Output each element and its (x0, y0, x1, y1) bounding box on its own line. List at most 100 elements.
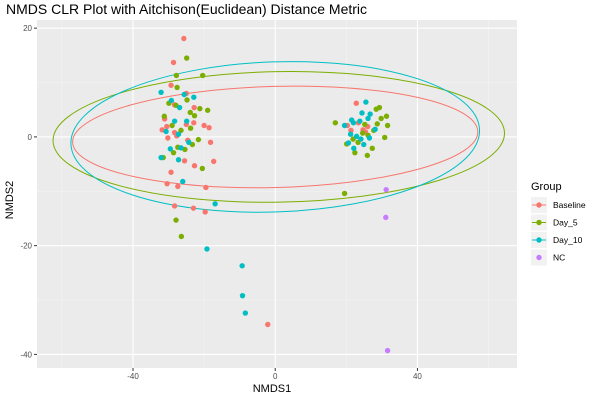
point-day-10 (372, 126, 378, 132)
point-day-5 (383, 113, 390, 119)
point-baseline (191, 104, 197, 111)
point-day-10 (180, 178, 186, 185)
point-day-10 (348, 117, 355, 123)
point-day-10 (204, 246, 210, 252)
point-day-10 (363, 99, 369, 105)
y-tick-label: -20 (20, 242, 32, 251)
legend-dot-day-5 (536, 219, 542, 226)
point-day-5 (199, 72, 206, 79)
point-day-10 (168, 97, 175, 104)
point-day-5 (178, 233, 185, 240)
data-points (158, 35, 391, 354)
point-nc (384, 347, 391, 354)
point-day-10 (158, 89, 164, 96)
point-baseline (207, 139, 214, 146)
point-day-10 (353, 133, 360, 140)
point-day-10 (183, 118, 190, 124)
y-tick-label: 0 (28, 133, 33, 142)
point-day-10 (175, 157, 182, 163)
y-tick-label: -40 (20, 350, 32, 359)
point-day-5 (178, 127, 184, 134)
legend-label-nc: NC (553, 253, 565, 263)
point-day-5 (184, 97, 190, 103)
point-day-10 (212, 201, 218, 207)
point-day-10 (176, 104, 183, 111)
point-day-10 (191, 94, 197, 100)
point-day-10 (358, 136, 364, 142)
point-nc (383, 186, 389, 193)
point-day-5 (197, 105, 203, 112)
x-axis-ticks: -40 0 40 (127, 368, 422, 381)
point-day-10 (239, 292, 246, 299)
ellipse-day-5 (52, 71, 506, 203)
legend-label-baseline: Baseline (553, 200, 586, 210)
point-baseline (191, 120, 197, 126)
point-baseline (168, 82, 174, 88)
legend-label-day-10: Day_10 (553, 235, 583, 245)
point-day-5 (195, 136, 202, 143)
point-day-5 (359, 130, 366, 136)
point-day-5 (362, 121, 368, 128)
point-day-10 (171, 118, 178, 124)
x-tick-label: 0 (273, 372, 278, 381)
point-day-5 (187, 109, 193, 116)
point-day-10 (351, 145, 357, 152)
legend-dot-nc (536, 254, 542, 261)
legend-label-day-5: Day_5 (553, 218, 578, 228)
point-baseline (170, 59, 177, 66)
point-baseline (201, 122, 207, 129)
point-baseline (265, 321, 271, 328)
grid-major (37, 20, 517, 368)
point-day-5 (174, 84, 180, 91)
confidence-ellipses (52, 61, 506, 213)
plot-panel (37, 20, 517, 368)
legend-title: Group (531, 181, 562, 193)
point-baseline (353, 100, 359, 106)
chart-title: NMDS CLR Plot with Aitchison(Euclidean) … (6, 1, 367, 17)
point-baseline (202, 209, 208, 215)
point-day-10 (365, 115, 371, 122)
point-day-5 (382, 134, 388, 141)
point-day-5 (384, 122, 391, 129)
point-day-10 (242, 310, 249, 316)
point-day-10 (347, 131, 354, 137)
point-day-5 (170, 149, 177, 156)
point-baseline (175, 183, 181, 190)
point-day-5 (199, 165, 206, 172)
legend-dot-baseline (536, 202, 542, 208)
point-baseline (171, 203, 178, 209)
point-day-5 (341, 190, 348, 197)
y-tick-label: 20 (23, 24, 32, 33)
y-axis-label: NMDS2 (4, 181, 16, 220)
point-baseline (168, 169, 174, 175)
x-tick-label: -40 (127, 372, 139, 381)
point-day-5 (173, 217, 179, 223)
point-baseline (191, 163, 198, 169)
point-day-10 (359, 110, 365, 116)
x-axis-label: NMDS1 (253, 383, 292, 395)
ellipse-day-10 (70, 61, 481, 213)
point-baseline (181, 35, 187, 42)
point-day-5 (183, 55, 190, 61)
legend-items: Baseline Day_5 Day_10 NC (531, 197, 586, 266)
point-day-10 (163, 128, 169, 135)
legend-dot-day-10 (536, 237, 542, 243)
point-day-10 (158, 154, 164, 161)
point-day-5 (169, 122, 175, 129)
point-day-10 (361, 141, 367, 148)
point-day-5 (364, 152, 371, 159)
point-day-5 (173, 72, 180, 79)
point-baseline (211, 158, 217, 165)
point-day-10 (181, 91, 187, 98)
point-day-5 (373, 106, 379, 112)
point-day-5 (369, 145, 375, 152)
point-day-10 (239, 263, 245, 269)
point-day-5 (187, 125, 194, 131)
x-tick-label: 40 (413, 372, 422, 381)
y-axis-ticks: -40 -20 0 20 (20, 24, 37, 359)
point-day-10 (186, 139, 192, 146)
point-nc (383, 214, 389, 221)
point-baseline (164, 123, 170, 130)
point-day-5 (204, 107, 211, 113)
